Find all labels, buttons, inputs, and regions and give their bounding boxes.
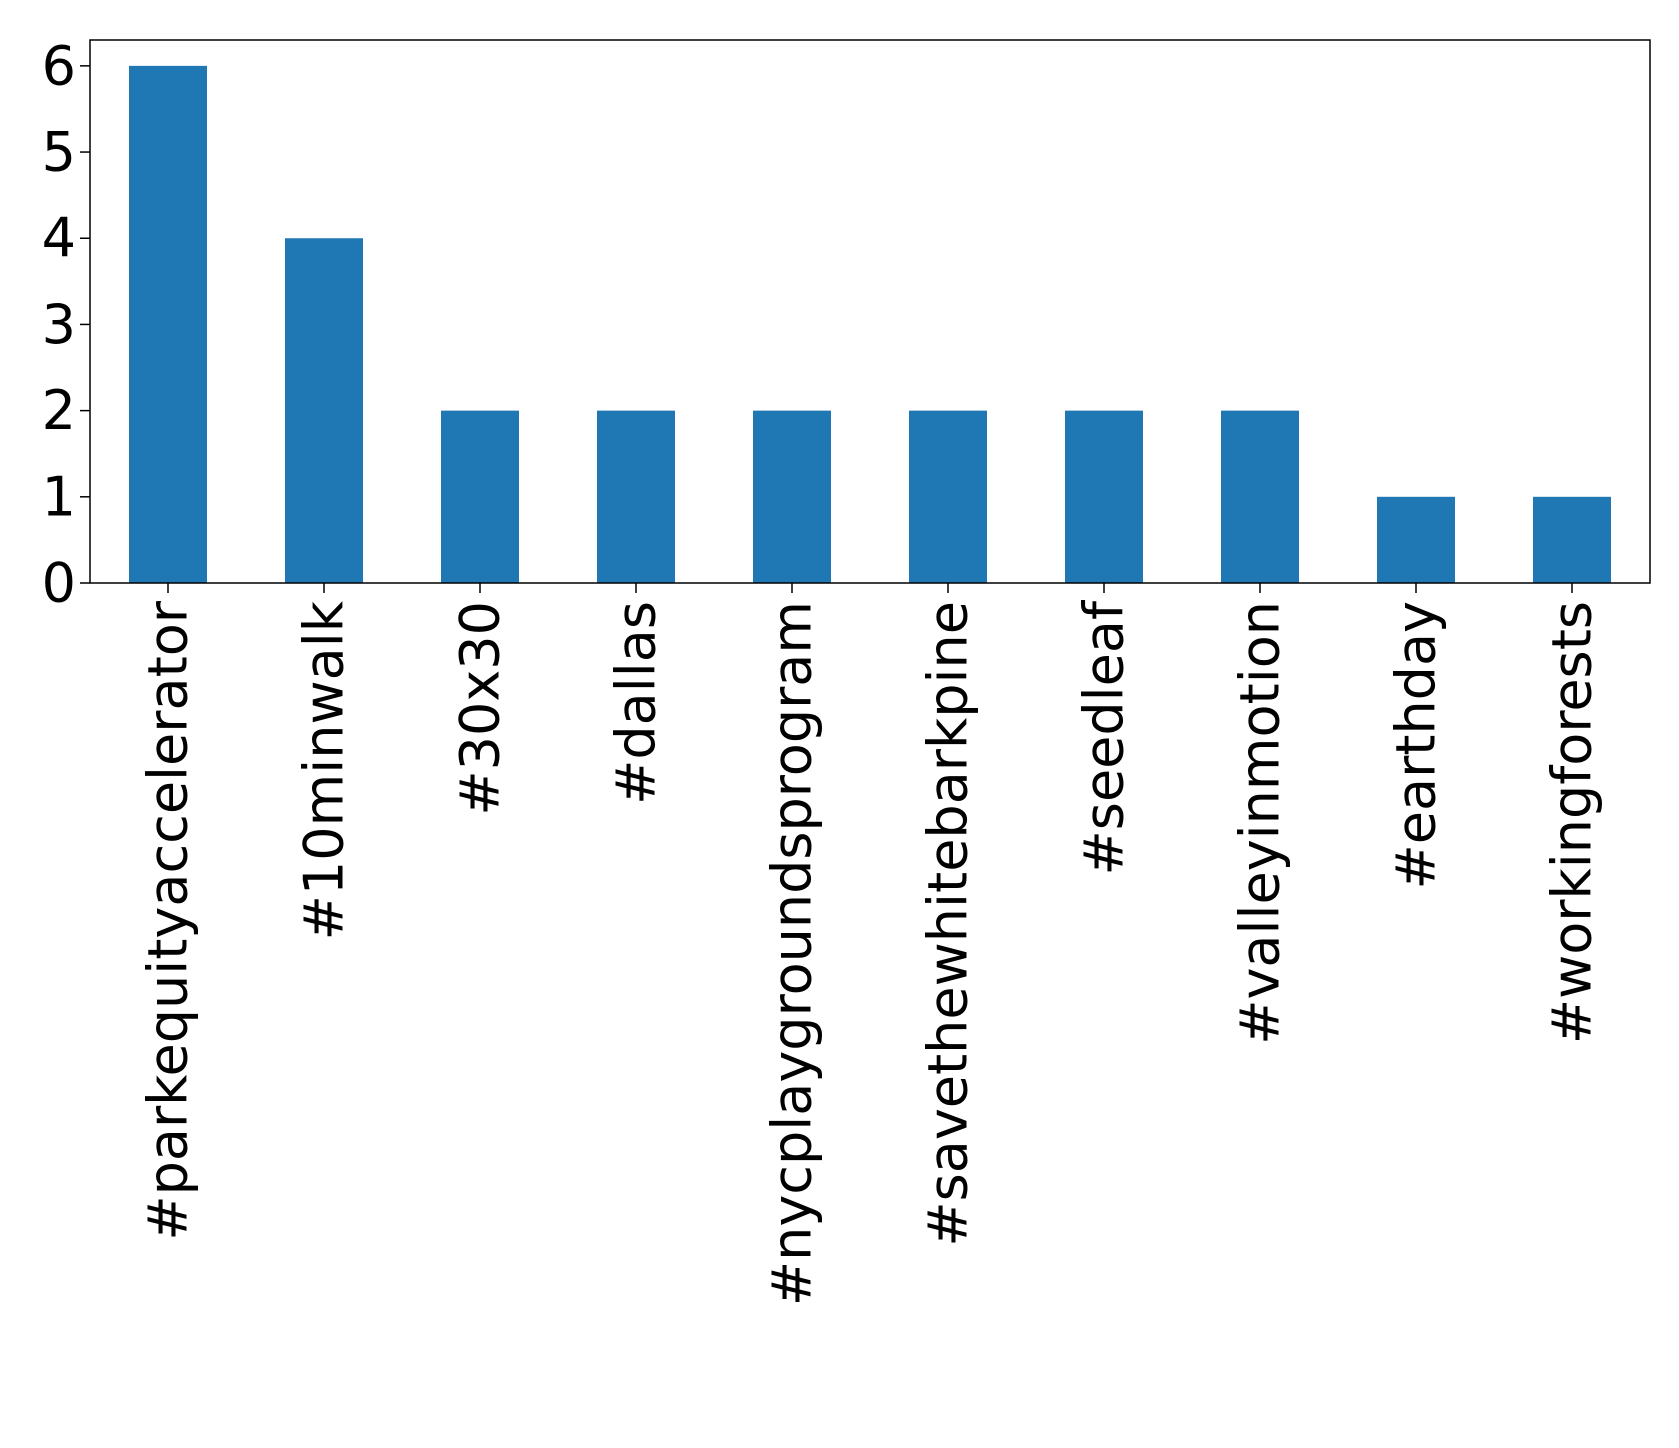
bar-6 xyxy=(1065,410,1143,583)
bar-2 xyxy=(441,410,519,583)
bar-3 xyxy=(597,410,675,583)
bar-4 xyxy=(753,410,831,583)
x-tick-label-1: #10minwalk xyxy=(293,600,356,940)
y-tick-label-5: 5 xyxy=(42,121,76,184)
x-tick-label-3: #dallas xyxy=(605,601,668,805)
bars-layer xyxy=(129,65,1611,584)
y-tick-label-6: 6 xyxy=(42,34,76,97)
x-tick-label-7: #valleyinmotion xyxy=(1229,601,1292,1045)
y-tick-label-3: 3 xyxy=(42,293,76,356)
bar-0 xyxy=(129,65,207,584)
y-tick-label-4: 4 xyxy=(42,207,76,270)
plot-frame xyxy=(89,39,1651,584)
x-tick-label-2: #30x30 xyxy=(449,601,512,816)
x-tick-label-4: #nycplaygroundsprogram xyxy=(761,601,824,1306)
bar-8 xyxy=(1377,496,1455,583)
bar-1 xyxy=(285,238,363,583)
y-tick-label-0: 0 xyxy=(42,552,76,615)
x-tick-label-9: #workingforests xyxy=(1541,601,1604,1044)
x-tick-label-0: #parkequityaccelerator xyxy=(137,600,200,1240)
x-axis: #parkequityaccelerator #10minwalk #30x30 #d… xyxy=(137,583,1604,1306)
y-tick-label-1: 1 xyxy=(42,465,76,528)
bar-5 xyxy=(909,410,987,583)
bar-7 xyxy=(1221,410,1299,583)
y-axis: 0 1 2 3 4 5 6 xyxy=(42,34,90,615)
y-tick-label-2: 2 xyxy=(42,379,76,442)
bar-9 xyxy=(1533,496,1611,583)
x-tick-label-6: #seedleaf xyxy=(1073,599,1136,875)
x-tick-label-5: #savethewhitebarkpine xyxy=(917,601,980,1247)
x-tick-label-8: #earthday xyxy=(1385,601,1448,889)
